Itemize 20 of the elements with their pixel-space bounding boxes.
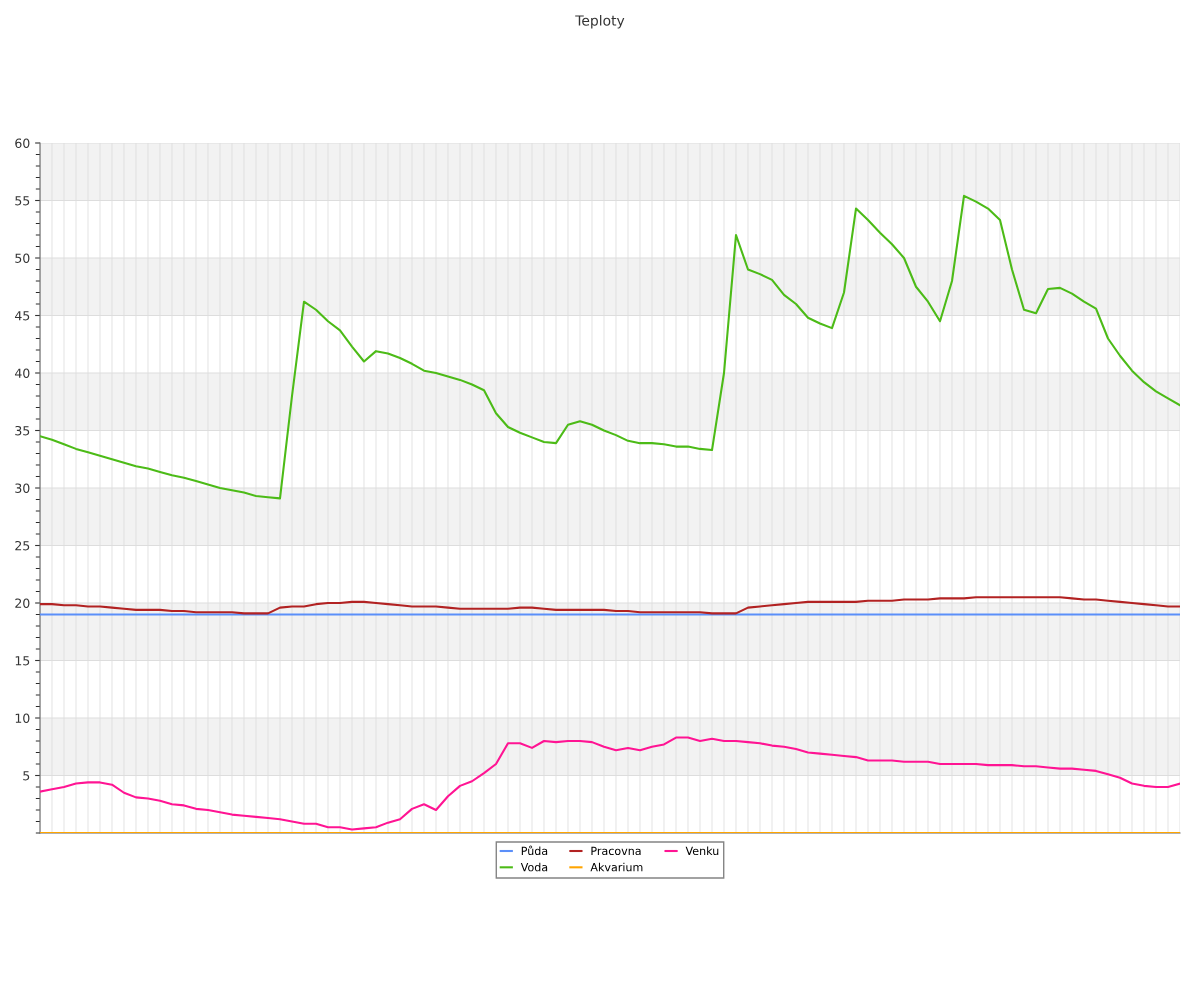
y-tick-label: 25	[15, 540, 30, 551]
chart-title: Teploty	[575, 15, 625, 29]
y-tick-label: 15	[15, 656, 30, 666]
legend-label: Pracovna	[591, 846, 641, 856]
y-tick-label: 55	[15, 196, 30, 206]
y-tick-label: 20	[15, 598, 30, 608]
legend-label: Akvarium	[590, 862, 643, 872]
line-series	[40, 194, 1180, 500]
y-tick-label: 40	[14, 368, 30, 378]
y-tick-label: 35	[15, 425, 30, 436]
legend-label: Venku	[685, 846, 719, 856]
y-tick-label: 60	[15, 138, 30, 148]
y-tick-label: 5	[23, 771, 30, 781]
legend-label: Voda	[520, 862, 548, 872]
y-tick-label: 10	[15, 713, 30, 723]
line-series	[40, 596, 1180, 615]
legend-label: Půda	[521, 845, 548, 856]
y-tick-label: 45	[14, 311, 30, 321]
y-tick-label: 50	[15, 253, 30, 263]
y-tick-label: 30	[15, 483, 30, 493]
